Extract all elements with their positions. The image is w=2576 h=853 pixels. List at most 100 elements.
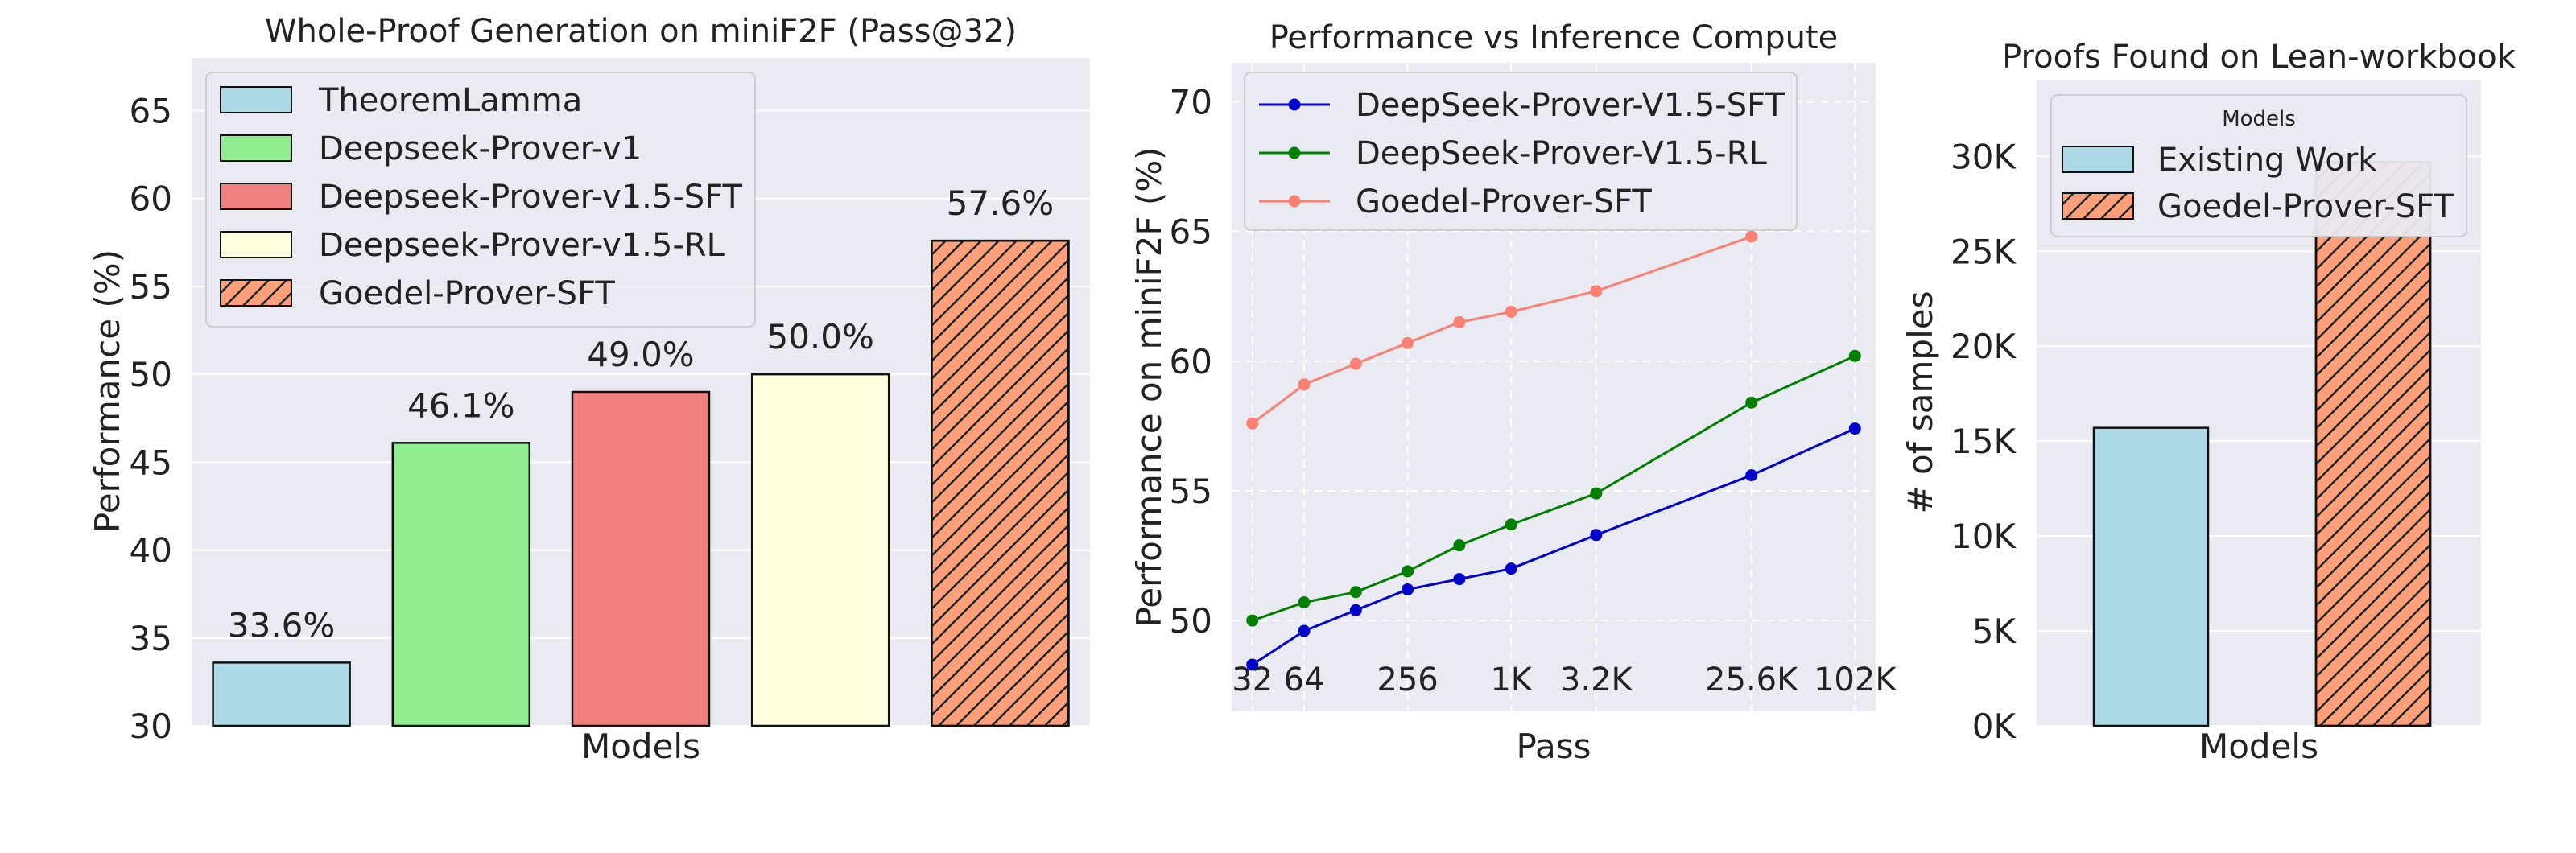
y-tick-label: 15K <box>1951 422 2017 461</box>
x-tick-label: 32 <box>1232 661 1273 698</box>
legend-box <box>205 72 756 328</box>
y-tick-label: 10K <box>1951 517 2017 556</box>
legend-label: Existing Work <box>2157 142 2377 179</box>
y-tick-label: 45 <box>130 443 172 482</box>
x-tick-label: 1K <box>1490 661 1533 698</box>
data-point <box>1505 562 1517 575</box>
data-point <box>1505 306 1517 319</box>
legend-label: TheoremLamma <box>318 82 582 119</box>
data-point <box>1590 529 1603 542</box>
y-axis-label: Performance (%) <box>88 249 127 533</box>
legend-label: Deepseek-Prover-v1.5-SFT <box>319 179 742 216</box>
bar-3 <box>571 390 711 727</box>
value-label: 57.6% <box>947 183 1054 223</box>
legend-box <box>1244 72 1798 231</box>
data-point <box>1848 349 1861 362</box>
x-tick-label: 64 <box>1284 661 1325 698</box>
legend-swatch <box>220 183 292 210</box>
chart-title: Whole-Proof Generation on miniF2F (Pass@… <box>265 13 1017 50</box>
x-tick-label: 256 <box>1377 661 1438 698</box>
legend-label: Goedel-Prover-SFT <box>319 275 615 312</box>
data-point <box>1745 230 1758 243</box>
bar-2 <box>391 442 531 727</box>
y-tick-labels: 30 35 40 45 50 55 60 65 <box>130 92 172 746</box>
data-point <box>1402 583 1414 595</box>
bar-hatch <box>931 239 1070 727</box>
legend-box <box>2050 94 2467 237</box>
legend-items: DeepSeek-Prover-V1.5-SFT DeepSeek-Prover-… <box>1259 87 1785 220</box>
legend-label: Goedel-Prover-SFT <box>1356 183 1652 220</box>
legend-marker <box>1288 98 1301 111</box>
y-axis-label: Performance on miniF2F (%) <box>1129 146 1169 627</box>
value-label: 49.0% <box>587 335 694 374</box>
bar-1 <box>212 661 351 727</box>
series-line-3 <box>1251 235 1752 425</box>
data-point <box>1246 417 1259 430</box>
data-point <box>1590 487 1603 500</box>
chart-title: Performance vs Inference Compute <box>1269 19 1839 56</box>
y-tick-label: 65 <box>130 92 172 131</box>
chart-whole-proof: 30 35 40 45 50 55 60 65 33.6% 46.1% 49.0% 50.0% 57.… <box>88 13 1090 766</box>
chart-lean-workbook: 0K 5K 10K 15K 20K 25K 30K Proofs Found on Lean… <box>1901 39 2516 766</box>
chart-title: Proofs Found on Lean-workbook <box>2002 39 2516 76</box>
bars <box>2092 161 2432 727</box>
legend-swatch <box>2062 146 2134 173</box>
data-point <box>1402 565 1414 578</box>
y-tick-label: 60 <box>1170 342 1212 381</box>
x-axis-label: Models <box>581 727 700 766</box>
y-tick-label: 25K <box>1951 232 2017 271</box>
y-tick-label: 55 <box>130 267 172 307</box>
data-point <box>1745 396 1758 409</box>
legend-swatch-hatch <box>220 279 292 307</box>
data-point <box>1298 378 1311 391</box>
legend: DeepSeek-Prover-V1.5-SFT DeepSeek-Prover-… <box>1244 72 1798 231</box>
x-axis-label: Pass <box>1517 727 1591 766</box>
x-tick-labels: 32 64 256 1K 3.2K 25.6K 102K <box>1232 661 1897 698</box>
x-tick-label: 25.6K <box>1705 661 1799 698</box>
data-point <box>1246 614 1259 627</box>
bar-1 <box>2092 426 2210 727</box>
y-tick-label: 35 <box>130 619 172 658</box>
data-point <box>1349 586 1362 599</box>
x-tick-label: 102K <box>1814 661 1897 698</box>
series-lines <box>1246 230 1861 671</box>
legend-label: DeepSeek-Prover-V1.5-SFT <box>1356 87 1785 124</box>
chart-inference-compute: 50 55 60 65 70 32 64 256 1K 3.2K 25.6K 102K Perfor… <box>1129 19 1897 766</box>
y-tick-label: 70 <box>1170 82 1212 122</box>
legend-label: Deepseek-Prover-v1 <box>319 130 642 167</box>
value-label: 33.6% <box>228 605 335 645</box>
y-tick-labels: 50 55 60 65 70 <box>1170 82 1212 641</box>
legend-marker <box>1288 146 1301 159</box>
legend-title: Models <box>2222 107 2296 131</box>
data-point <box>1349 604 1362 616</box>
legend-items: TheoremLamma Deepseek-Prover-v1 Deepseek-P… <box>220 82 742 312</box>
y-tick-label: 30 <box>130 707 172 746</box>
value-label: 46.1% <box>407 385 514 425</box>
legend-swatch <box>220 134 292 162</box>
bar-4 <box>750 373 890 727</box>
y-tick-labels: 0K 5K 10K 15K 20K 25K 30K <box>1951 137 2017 746</box>
x-axis-label: Models <box>2199 727 2318 766</box>
legend-swatch <box>220 86 292 113</box>
legend-label: DeepSeek-Prover-V1.5-RL <box>1356 135 1768 172</box>
y-axis-label: # of samples <box>1901 291 1940 514</box>
data-point <box>1848 422 1861 435</box>
legend-items: Existing Work Goedel-Prover-SFT <box>2062 142 2454 225</box>
y-tick-label: 30K <box>1951 137 2017 176</box>
x-tick-label: 3.2K <box>1560 661 1634 698</box>
y-tick-label: 0K <box>1972 707 2017 746</box>
data-point <box>1453 315 1466 328</box>
bars <box>212 239 1070 727</box>
y-tick-label: 50 <box>130 355 172 394</box>
data-point <box>1402 336 1414 349</box>
legend-marker <box>1288 195 1301 208</box>
y-tick-label: 5K <box>1972 612 2017 651</box>
data-point <box>1453 539 1466 552</box>
y-tick-label: 55 <box>1170 472 1212 511</box>
legend-label: Deepseek-Prover-v1.5-RL <box>319 227 725 264</box>
legend-swatch-hatch <box>2062 192 2134 220</box>
data-point <box>1298 596 1311 609</box>
data-point <box>1505 518 1517 531</box>
value-labels: 33.6% 46.1% 49.0% 50.0% 57.6% <box>228 183 1054 645</box>
